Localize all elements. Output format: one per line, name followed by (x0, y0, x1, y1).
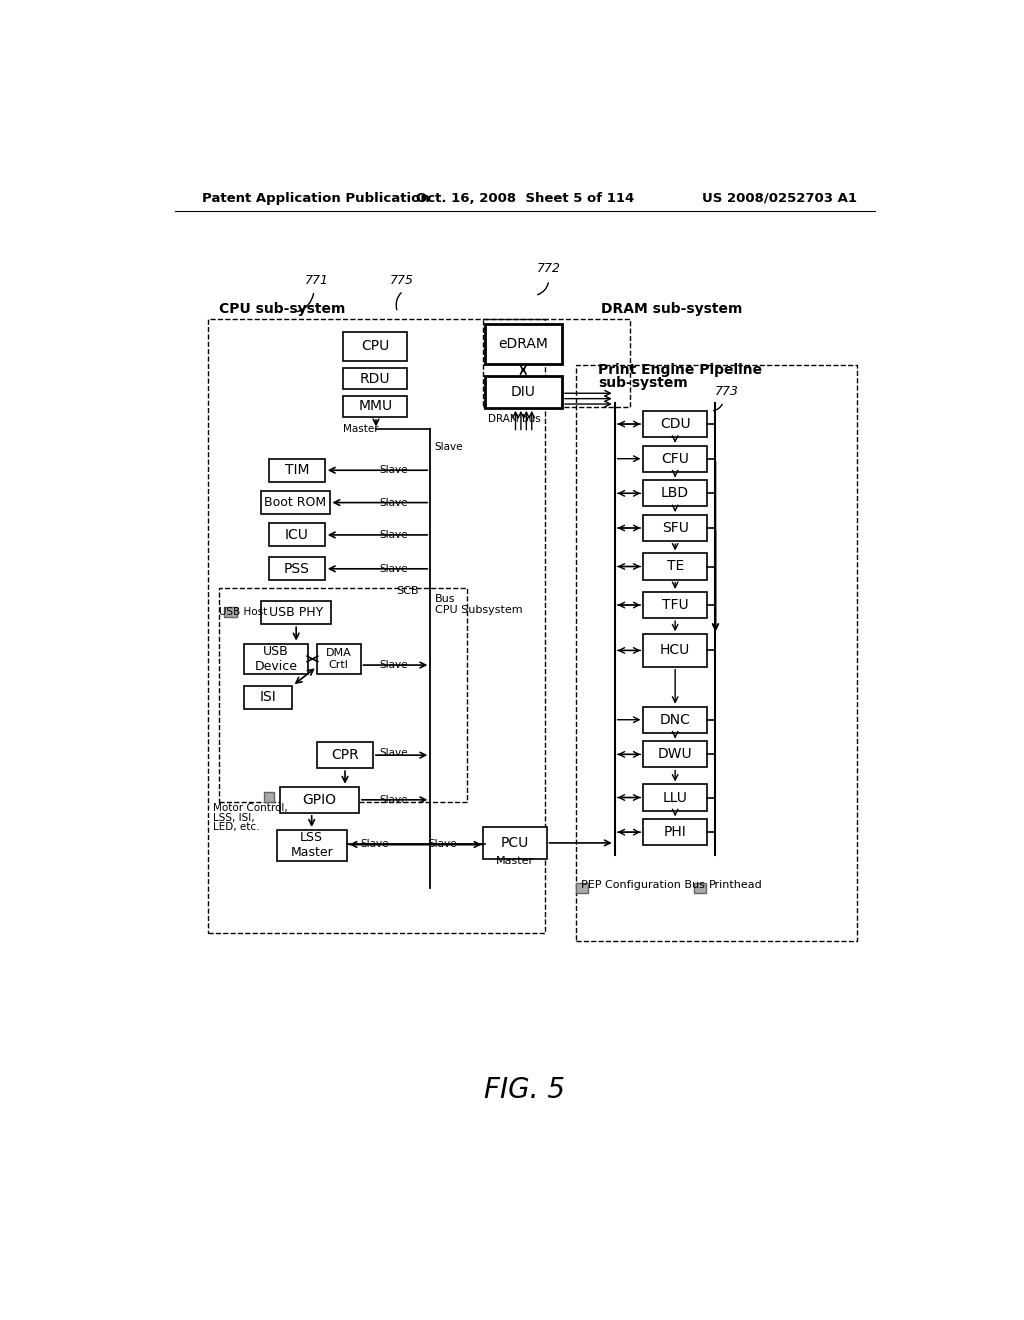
Text: 772: 772 (538, 261, 561, 275)
Text: 775: 775 (390, 273, 414, 286)
Bar (575, 364, 856, 941)
Text: FIG. 5: FIG. 5 (484, 1076, 565, 1104)
Text: Slave: Slave (428, 840, 457, 850)
Bar (643, 818, 707, 845)
Text: Slave: Slave (434, 442, 463, 453)
Text: TFU: TFU (662, 598, 688, 612)
Text: 773: 773 (715, 385, 738, 399)
Text: Print Engine Pipeline: Print Engine Pipeline (598, 363, 763, 378)
Text: SCB: SCB (396, 586, 419, 597)
Text: Patent Application Publication: Patent Application Publication (202, 191, 429, 205)
Text: Master: Master (496, 857, 534, 866)
Text: LSS, ISI,: LSS, ISI, (213, 813, 255, 822)
Bar (343, 396, 407, 417)
Text: CPU sub-system: CPU sub-system (219, 302, 346, 317)
Text: TIM: TIM (285, 463, 309, 478)
Text: Slave: Slave (380, 795, 409, 805)
Bar (245, 686, 292, 709)
Text: ICU: ICU (285, 528, 309, 543)
Bar (643, 591, 707, 618)
Text: PEP Configuration Bus: PEP Configuration Bus (582, 879, 706, 890)
Bar (643, 480, 707, 507)
Text: DMA
Crtl: DMA Crtl (326, 648, 351, 669)
Text: Slave: Slave (380, 529, 409, 540)
Text: eDRAM: eDRAM (499, 337, 548, 351)
Text: DIU: DIU (511, 384, 536, 399)
Text: Motor Control,: Motor Control, (213, 803, 288, 813)
Bar (643, 411, 707, 437)
Text: Slave: Slave (380, 748, 409, 758)
Bar (643, 706, 707, 733)
Text: SFU: SFU (662, 521, 688, 535)
Bar (693, 883, 707, 892)
Text: DWU: DWU (657, 747, 692, 762)
Text: Oct. 16, 2008  Sheet 5 of 114: Oct. 16, 2008 Sheet 5 of 114 (416, 191, 634, 205)
Text: USB
Device: USB Device (255, 645, 298, 673)
Text: USB PHY: USB PHY (269, 606, 324, 619)
Bar (280, 787, 359, 813)
Bar (483, 318, 630, 407)
Text: PSS: PSS (284, 562, 310, 576)
Text: LBD: LBD (662, 486, 689, 500)
Text: LLU: LLU (663, 791, 687, 804)
Bar (643, 446, 707, 471)
Text: ISI: ISI (260, 690, 276, 705)
Text: Master: Master (343, 425, 378, 434)
Text: PHI: PHI (664, 825, 686, 840)
Text: 771: 771 (305, 273, 329, 286)
Text: US 2008/0252703 A1: US 2008/0252703 A1 (701, 191, 856, 205)
Bar (269, 459, 325, 482)
Text: Slave: Slave (380, 498, 409, 508)
Bar (276, 830, 346, 861)
Bar (643, 515, 707, 541)
Text: USB Host: USB Host (219, 607, 267, 616)
Bar (643, 553, 707, 579)
Text: Slave: Slave (380, 564, 409, 574)
Text: HCU: HCU (660, 643, 690, 657)
Bar (261, 491, 330, 515)
Text: CPR: CPR (331, 748, 358, 762)
Text: Boot ROM: Boot ROM (264, 496, 327, 510)
Text: CDU: CDU (659, 417, 690, 432)
Text: PCU: PCU (501, 836, 528, 850)
Text: Slave: Slave (380, 660, 409, 671)
Text: DRAM sub-system: DRAM sub-system (601, 302, 742, 317)
Text: LED, etc.: LED, etc. (213, 822, 260, 832)
Bar (317, 742, 373, 768)
Text: Slave: Slave (380, 465, 409, 475)
Bar (484, 376, 562, 408)
Text: Printhead: Printhead (710, 879, 763, 890)
Bar (643, 742, 707, 767)
Text: Slave: Slave (360, 840, 389, 850)
Text: MMU: MMU (358, 400, 392, 413)
Text: DRAM bus: DRAM bus (487, 413, 541, 424)
Text: TE: TE (667, 560, 684, 573)
Bar (343, 368, 407, 389)
Bar (219, 589, 467, 803)
Bar (245, 644, 308, 675)
Text: Bus: Bus (435, 594, 456, 603)
Bar (224, 607, 237, 618)
Bar (269, 557, 325, 581)
Text: CPU Subsystem: CPU Subsystem (435, 605, 522, 615)
Bar (263, 792, 274, 803)
Bar (317, 644, 360, 675)
Text: CPU: CPU (361, 339, 389, 354)
Bar (343, 331, 407, 360)
Text: GPIO: GPIO (302, 793, 337, 807)
Text: RDU: RDU (360, 372, 390, 385)
Bar (484, 323, 562, 364)
Bar (643, 784, 707, 810)
Text: CFU: CFU (662, 451, 689, 466)
Bar (261, 601, 331, 624)
Text: LSS
Master: LSS Master (290, 832, 333, 859)
Text: sub-system: sub-system (598, 376, 688, 391)
Bar (483, 826, 547, 859)
Bar (643, 635, 707, 667)
Bar (269, 523, 325, 546)
Bar (575, 883, 589, 892)
Bar (208, 318, 545, 933)
Text: DNC: DNC (659, 713, 690, 727)
